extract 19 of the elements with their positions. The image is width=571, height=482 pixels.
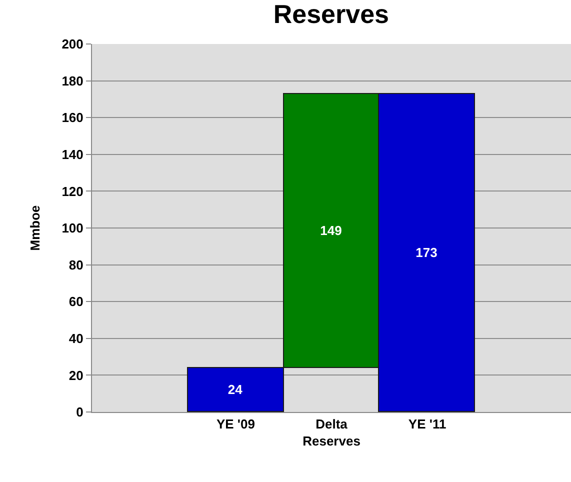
- x-tick-label: Delta Reserves: [302, 416, 360, 448]
- x-tick-label: YE '09: [216, 416, 255, 432]
- y-tick-label: 20: [68, 368, 84, 383]
- y-tick-label: 60: [68, 294, 84, 310]
- y-tick-label: 160: [62, 110, 84, 126]
- y-tick-label: 40: [68, 330, 84, 346]
- y-tick-label: 100: [62, 220, 84, 236]
- y-tick-label: 180: [62, 73, 84, 88]
- y-tick-label: 80: [68, 257, 84, 272]
- x-tick-label: YE '11: [408, 416, 446, 432]
- y-tick-label: 140: [62, 146, 84, 162]
- y-tick-label: 200: [62, 36, 84, 52]
- y-tick-label: 120: [62, 184, 84, 199]
- data-label: 149: [320, 223, 342, 238]
- data-label: 173: [416, 245, 438, 260]
- y-axis-title: Mmboe: [28, 205, 43, 251]
- chart-title: Reserves: [273, 0, 390, 30]
- data-label: 24: [228, 382, 244, 397]
- y-tick-label: 0: [76, 404, 84, 420]
